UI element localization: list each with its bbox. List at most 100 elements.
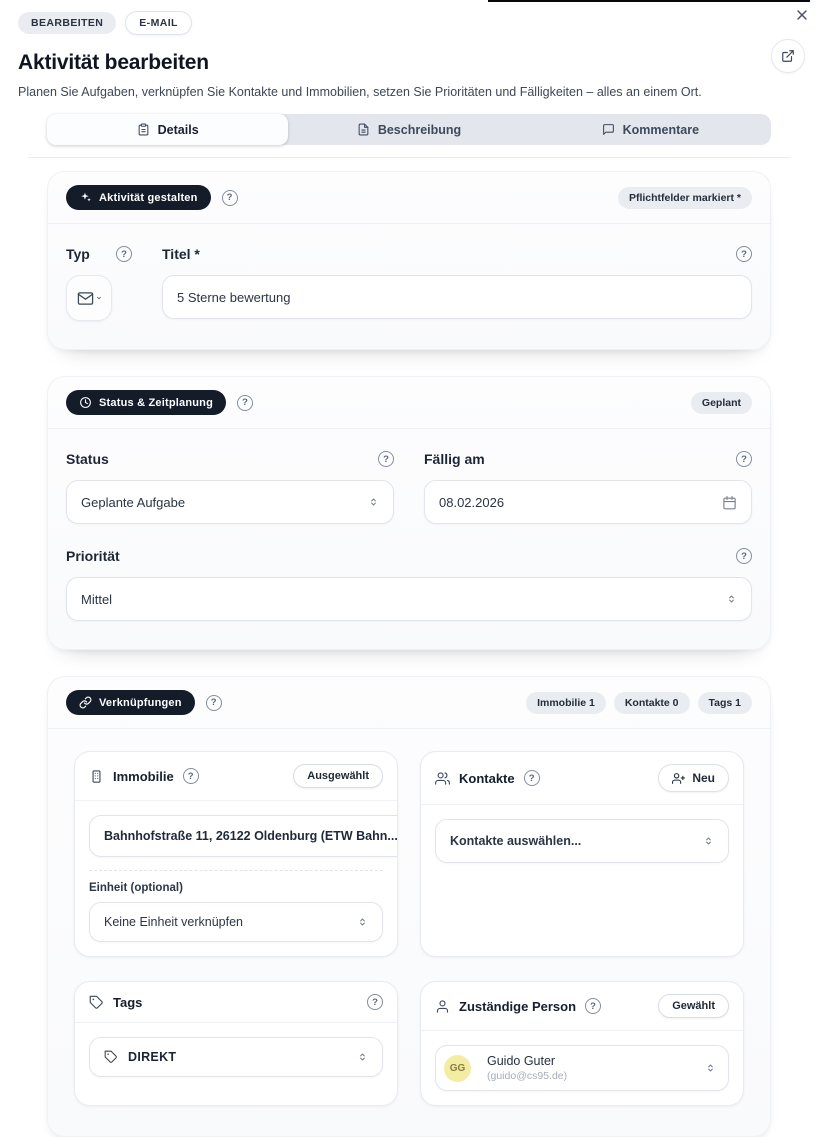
person-select[interactable]: GG Guido Guter (guido@cs95.de) — [435, 1045, 729, 1091]
building-icon — [89, 769, 104, 784]
help-icon[interactable] — [523, 770, 540, 786]
avatar: GG — [444, 1054, 471, 1082]
tab-details[interactable]: Details — [47, 114, 289, 145]
badge-row: BEARBEITEN E-MAIL — [18, 11, 800, 35]
tab-kommentare[interactable]: Kommentare — [530, 114, 771, 145]
status-label: Status — [66, 451, 109, 467]
tags-title: Tags — [113, 994, 143, 1010]
titel-value: 5 Sterne bewertung — [177, 289, 291, 305]
section-verknuepfungen: Verknüpfungen Immobilie 1 Kontakte 0 Tag… — [47, 676, 771, 1137]
section-title-pill: Status & Zeitplanung — [66, 390, 226, 415]
tab-beschreibung[interactable]: Beschreibung — [288, 114, 529, 145]
titel-label: Titel * — [162, 246, 200, 262]
einheit-select[interactable]: Keine Einheit verknüpfen — [89, 902, 383, 942]
dashed-divider — [89, 870, 383, 871]
person-email: (guido@cs95.de) — [487, 1069, 568, 1082]
faellig-am-label: Fällig am — [424, 451, 485, 467]
help-icon[interactable] — [736, 246, 752, 262]
section-status-zeitplanung: Status & Zeitplanung Geplant Status Gepl… — [47, 376, 771, 650]
typ-label: Typ — [66, 246, 90, 262]
immobilie-title: Immobilie — [113, 768, 174, 784]
tag-icon — [104, 1050, 118, 1064]
help-icon[interactable] — [367, 994, 383, 1010]
users-icon — [435, 771, 450, 786]
due-date-value: 08.02.2026 — [439, 494, 505, 510]
chevron-up-down-icon — [368, 495, 379, 509]
tag-icon — [89, 995, 104, 1010]
card-kontakte: Kontakte Neu Kontakte auswählen... — [420, 751, 744, 957]
due-date-input[interactable]: 08.02.2026 — [424, 480, 752, 524]
required-fields-badge: Pflichtfelder markiert * — [617, 186, 752, 209]
help-icon[interactable] — [585, 998, 602, 1014]
section-aktivitaet-gestalten: Aktivität gestalten Pflichtfelder markie… — [47, 171, 771, 350]
user-plus-icon — [672, 772, 686, 785]
chevron-down-icon — [96, 295, 102, 301]
immobilie-select[interactable]: Bahnhofstraße 11, 26122 Oldenburg (ETW B… — [89, 815, 398, 857]
tab-label: Kommentare — [622, 122, 700, 137]
immobilie-value: Bahnhofstraße 11, 26122 Oldenburg (ETW B… — [104, 829, 398, 843]
ausgewaehlt-badge[interactable]: Ausgewählt — [293, 764, 383, 788]
kontakte-placeholder: Kontakte auswählen... — [450, 834, 582, 848]
titel-input[interactable]: 5 Sterne bewertung — [162, 275, 752, 319]
gewaehlt-badge[interactable]: Gewählt — [658, 994, 729, 1018]
open-external-button[interactable] — [771, 39, 805, 73]
clock-icon — [79, 396, 92, 409]
neu-kontakt-button[interactable]: Neu — [658, 764, 729, 792]
help-icon[interactable] — [116, 246, 132, 262]
tab-label: Beschreibung — [377, 122, 462, 137]
help-icon[interactable] — [736, 451, 752, 467]
clipboard-icon — [137, 123, 150, 136]
chevron-up-down-icon — [726, 592, 737, 606]
page-title: Aktivität bearbeiten — [18, 51, 209, 74]
prioritaet-value: Mittel — [81, 591, 113, 607]
type-badge: E-MAIL — [125, 11, 192, 35]
help-icon[interactable] — [182, 768, 199, 784]
help-icon[interactable] — [237, 394, 253, 411]
external-link-icon — [781, 49, 795, 63]
einheit-label: Einheit (optional) — [89, 882, 183, 894]
tags-value: DIREKT — [128, 1050, 177, 1064]
help-icon[interactable] — [205, 694, 222, 711]
window-edge-strip — [488, 0, 810, 2]
status-value: Geplante Aufgabe — [81, 494, 186, 510]
chevron-up-down-icon — [703, 834, 714, 848]
chat-icon — [602, 123, 615, 136]
section-title-pill: Aktivität gestalten — [66, 185, 211, 210]
chevron-up-down-icon — [357, 915, 368, 929]
einheit-value: Keine Einheit verknüpfen — [104, 915, 243, 929]
mode-badge: BEARBEITEN — [18, 12, 117, 34]
tabbar: Details Beschreibung Kommentare — [47, 114, 771, 145]
file-text-icon — [357, 123, 370, 136]
counter-tags: Tags 1 — [697, 691, 752, 714]
person-name: Guido Guter — [487, 1053, 556, 1068]
prioritaet-label: Priorität — [66, 548, 120, 564]
typ-selector-button[interactable] — [66, 275, 112, 321]
mail-icon — [77, 290, 94, 307]
tab-label: Details — [157, 122, 199, 137]
section-title-pill: Verknüpfungen — [66, 690, 195, 715]
kontakte-select[interactable]: Kontakte auswählen... — [435, 819, 729, 863]
help-icon[interactable] — [378, 451, 394, 467]
calendar-icon[interactable] — [722, 495, 737, 510]
close-icon[interactable] — [794, 7, 810, 23]
status-badge: Geplant — [690, 391, 752, 414]
kontakte-title: Kontakte — [459, 770, 515, 786]
counter-kontakte: Kontakte 0 — [613, 691, 690, 714]
link-icon — [79, 696, 92, 709]
card-zustaendige-person: Zuständige Person Gewählt GG Guido Guter… — [420, 981, 744, 1106]
chevron-up-down-icon — [705, 1061, 716, 1075]
prioritaet-select[interactable]: Mittel — [66, 577, 752, 621]
tabs-divider — [28, 157, 790, 158]
page-subtitle: Planen Sie Aufgaben, verknüpfen Sie Kont… — [18, 85, 702, 99]
sparkles-icon — [79, 191, 92, 204]
card-immobilie: Immobilie Ausgewählt Bahnhofstraße 11, 2… — [74, 751, 398, 957]
help-icon[interactable] — [736, 548, 752, 564]
chevron-up-down-icon — [357, 1050, 368, 1064]
status-select[interactable]: Geplante Aufgabe — [66, 480, 394, 524]
tags-select[interactable]: DIREKT — [89, 1037, 383, 1077]
help-icon[interactable] — [221, 189, 238, 206]
counter-immobilie: Immobilie 1 — [526, 691, 606, 714]
dialog-header: BEARBEITEN E-MAIL Aktivität bearbeiten P… — [0, 0, 818, 99]
person-title: Zuständige Person — [459, 998, 577, 1014]
card-tags: Tags DIREKT — [74, 981, 398, 1106]
